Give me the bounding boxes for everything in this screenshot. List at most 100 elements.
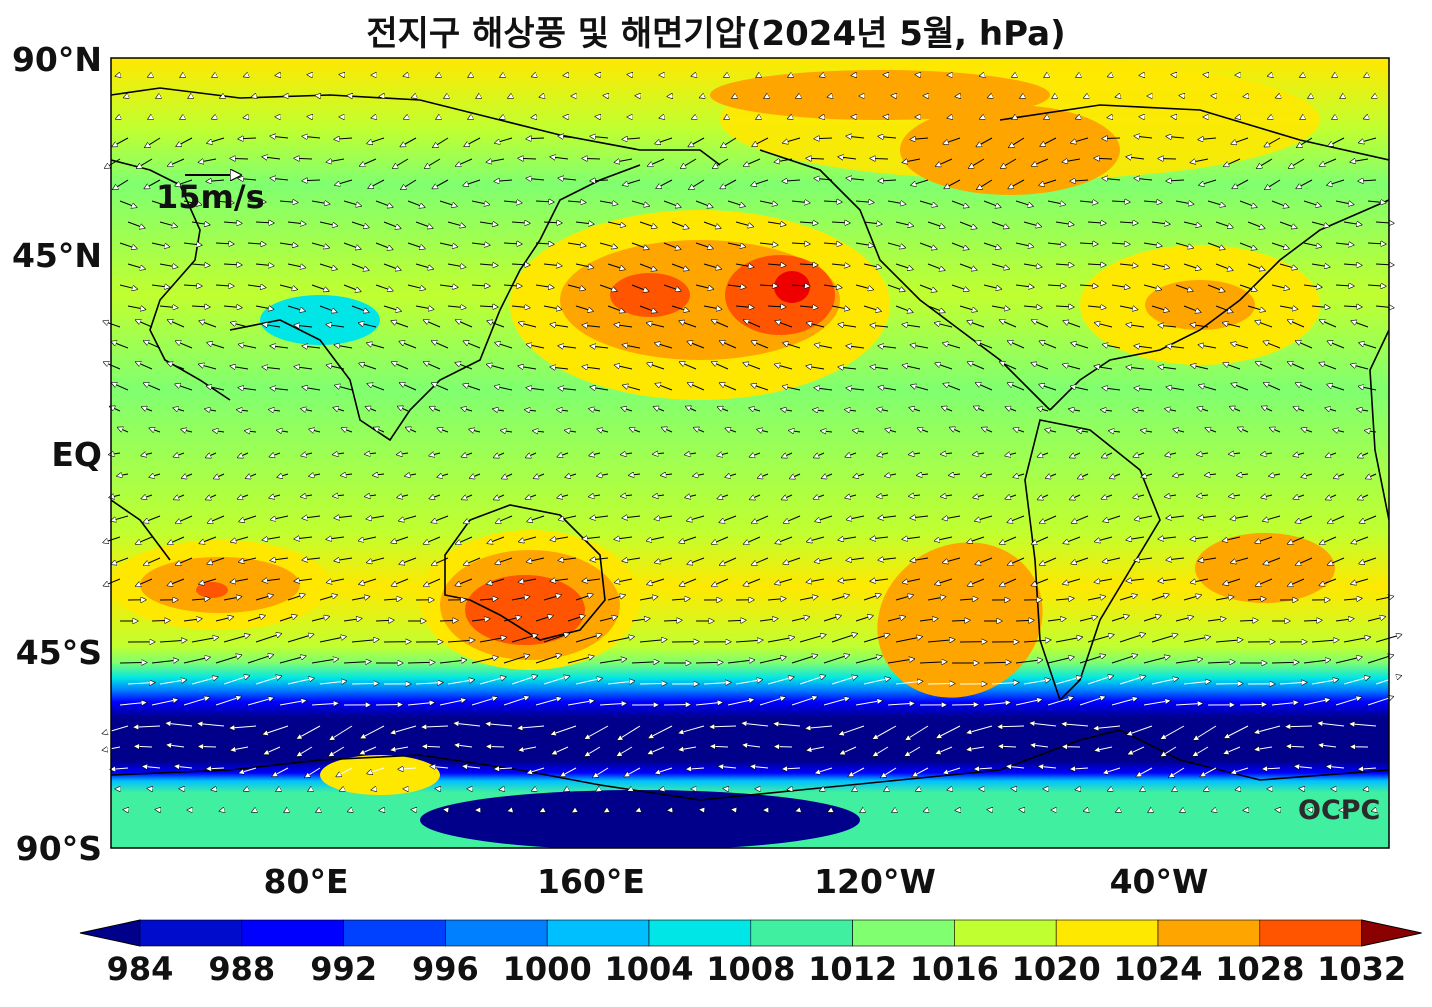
wind-arrow xyxy=(1279,263,1297,269)
wind-arrow xyxy=(935,536,953,541)
wind-arrow xyxy=(360,158,377,166)
wind-arrow xyxy=(495,137,513,143)
wind-arrow xyxy=(1264,342,1281,349)
wind-arrow xyxy=(301,409,313,411)
wind-arrow xyxy=(559,346,577,348)
wind-arrow xyxy=(847,515,865,520)
wind-arrow xyxy=(814,452,825,457)
wind-arrow xyxy=(781,409,793,411)
wind-arrow xyxy=(252,96,256,97)
wind-arrow xyxy=(1127,537,1145,540)
wind-arrow xyxy=(703,221,721,228)
wind-arrow xyxy=(607,263,625,269)
wind-arrow xyxy=(1300,789,1304,790)
wind-arrow xyxy=(750,453,761,457)
wind-arrow xyxy=(375,242,392,249)
wind-arrow xyxy=(343,284,360,291)
wind-arrow xyxy=(1005,453,1017,456)
wind-arrow xyxy=(724,117,728,119)
wind-arrow xyxy=(263,537,281,540)
wind-arrow xyxy=(885,474,897,476)
wind-arrow xyxy=(500,75,504,77)
wind-arrow xyxy=(493,409,505,411)
wind-arrow xyxy=(1095,536,1113,542)
wind-arrow xyxy=(815,345,833,349)
wind-arrow xyxy=(1071,137,1089,143)
wind-arrow xyxy=(680,362,697,370)
wind-arrow xyxy=(1127,157,1145,159)
wind-arrow xyxy=(342,428,353,432)
wind-arrow xyxy=(1296,515,1313,523)
wind-arrow xyxy=(1335,200,1353,205)
wind-arrow xyxy=(1261,495,1273,498)
wind-arrow xyxy=(1270,428,1281,433)
wind-arrow xyxy=(727,285,746,287)
wind-arrow xyxy=(238,452,249,457)
wind-arrow xyxy=(527,344,545,349)
wind-arrow xyxy=(751,179,769,186)
wind-arrow xyxy=(1079,201,1098,203)
wind-arrow xyxy=(1343,222,1361,225)
wind-arrow xyxy=(591,346,609,348)
wind-arrow xyxy=(432,383,449,391)
colorbar-tick-label: 1004 xyxy=(604,950,694,988)
wind-arrow xyxy=(621,453,633,455)
wind-arrow xyxy=(401,179,417,189)
wind-arrow xyxy=(1078,473,1089,479)
wind-arrow xyxy=(183,200,201,205)
wind-arrow xyxy=(207,180,225,182)
wind-arrow xyxy=(814,495,825,499)
wind-arrow xyxy=(813,410,825,411)
wind-arrow xyxy=(527,388,545,390)
wind-arrow xyxy=(144,341,161,349)
wind-arrow xyxy=(117,474,129,476)
wind-arrow xyxy=(775,364,793,370)
wind-arrow xyxy=(142,495,153,499)
colorbar-extend-max xyxy=(1361,919,1422,947)
wind-arrow xyxy=(1142,474,1153,477)
wind-arrow xyxy=(1223,363,1241,370)
wind-arrow xyxy=(721,137,737,147)
wind-arrow xyxy=(464,515,481,523)
wind-arrow xyxy=(519,536,537,542)
wind-arrow xyxy=(335,516,353,518)
wind-arrow xyxy=(150,474,161,477)
wind-arrow xyxy=(1229,453,1241,454)
wind-arrow xyxy=(855,284,873,290)
wind-arrow xyxy=(879,387,897,390)
wind-arrow xyxy=(879,558,897,560)
wind-arrow xyxy=(279,201,298,203)
wind-arrow xyxy=(1247,263,1265,270)
wind-arrow xyxy=(968,362,985,370)
wind-arrow xyxy=(783,137,801,143)
wind-arrow xyxy=(783,557,801,564)
wind-arrow xyxy=(663,705,690,706)
wind-arrow xyxy=(255,264,274,266)
wind-arrow xyxy=(365,495,377,497)
wind-arrow xyxy=(397,495,409,498)
wind-arrow xyxy=(903,159,921,162)
wind-arrow xyxy=(244,117,248,118)
wind-arrow xyxy=(1165,495,1177,497)
wind-arrow xyxy=(756,75,760,77)
wind-arrow xyxy=(335,179,353,185)
wind-arrow xyxy=(1127,367,1145,369)
wind-arrow xyxy=(1364,75,1368,77)
wind-arrow xyxy=(688,342,705,349)
wind-arrow xyxy=(1032,536,1049,544)
wind-arrow xyxy=(412,96,416,98)
wind-arrow xyxy=(1237,474,1249,475)
wind-arrow xyxy=(271,346,289,348)
wind-arrow xyxy=(820,117,824,118)
wind-arrow xyxy=(1095,366,1113,369)
wind-arrow xyxy=(695,284,713,289)
wind-arrow xyxy=(1102,452,1113,457)
wind-arrow xyxy=(720,383,737,391)
wind-arrow xyxy=(461,408,473,411)
colorbar-bin xyxy=(445,919,548,947)
wind-arrow xyxy=(1360,515,1377,523)
wind-arrow xyxy=(639,683,666,684)
wind-arrow xyxy=(212,789,216,790)
wind-arrow xyxy=(879,516,897,518)
wind-arrow xyxy=(223,306,242,308)
